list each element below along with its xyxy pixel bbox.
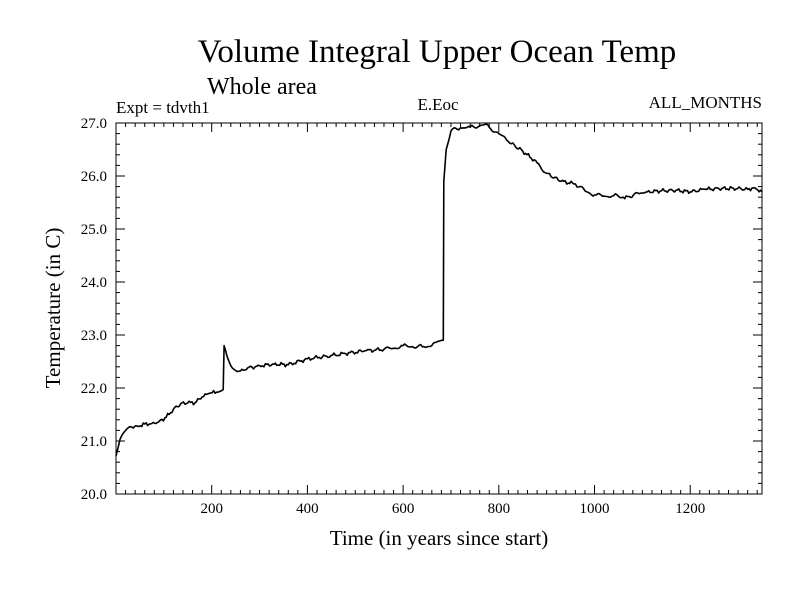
y-tick-label: 22.0 bbox=[81, 381, 107, 397]
x-tick-label: 600 bbox=[392, 501, 415, 517]
y-tick-label: 25.0 bbox=[81, 222, 107, 238]
x-axis-label: Time (in years since start) bbox=[330, 526, 549, 550]
ticks-layer bbox=[116, 122, 762, 495]
chart-subtitle: Whole area bbox=[207, 74, 317, 100]
x-tick-label: 200 bbox=[200, 501, 223, 517]
series-line bbox=[115, 123, 763, 456]
series-label: E.Eoc bbox=[417, 95, 459, 114]
y-tick-label: 23.0 bbox=[81, 328, 107, 344]
y-axis-label: Temperature (in C) bbox=[41, 228, 65, 389]
x-tick-label: 1000 bbox=[580, 501, 610, 517]
x-tick-label: 800 bbox=[488, 501, 511, 517]
x-tick-label: 400 bbox=[296, 501, 319, 517]
y-tick-label: 24.0 bbox=[81, 275, 107, 291]
y-tick-label: 20.0 bbox=[81, 487, 107, 503]
tick-labels-layer: 200 400 600 800 1000 1200 20.0 21.0 22.0 23.0 24.0… bbox=[81, 116, 705, 517]
x-tick-label: 1200 bbox=[675, 501, 705, 517]
plot-frame bbox=[115, 122, 763, 495]
y-tick-label: 21.0 bbox=[81, 434, 107, 450]
chart-title: Volume Integral Upper Ocean Temp bbox=[198, 34, 676, 70]
y-tick-label: 26.0 bbox=[81, 169, 107, 185]
months-label: ALL_MONTHS bbox=[649, 93, 762, 112]
experiment-label: Expt = tdvth1 bbox=[116, 98, 210, 117]
series-layer bbox=[115, 123, 763, 456]
y-tick-label: 27.0 bbox=[81, 116, 107, 132]
